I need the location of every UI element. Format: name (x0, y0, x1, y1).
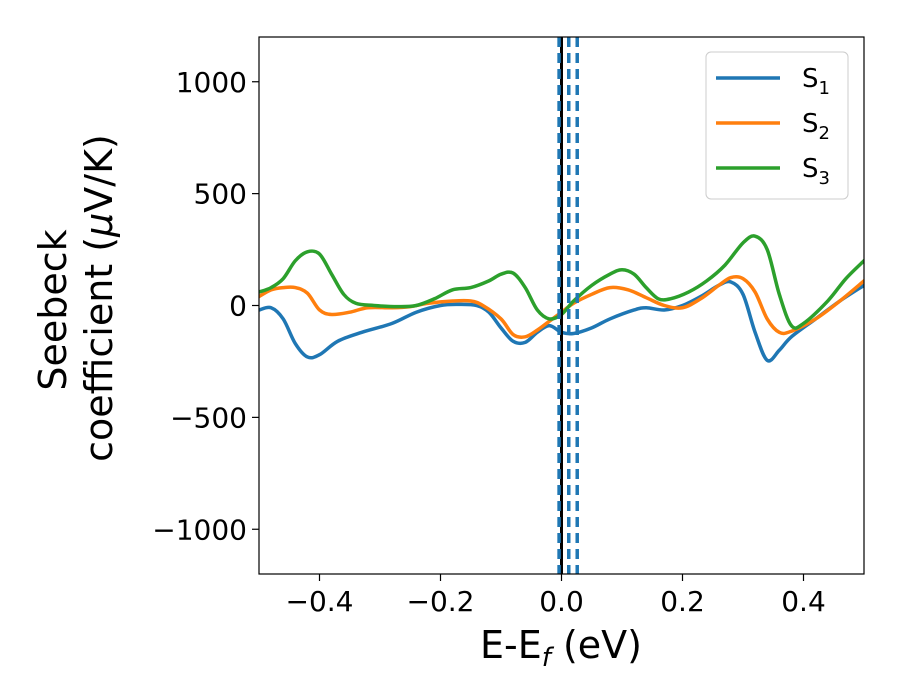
plot-lines (259, 234, 864, 363)
legend-label-s2: S2 (802, 109, 830, 144)
vertical-reference-lines (557, 37, 579, 574)
x-tick-label: 0.0 (539, 585, 584, 618)
y-tick-label: −1000 (152, 513, 247, 546)
y-tick-label: 1000 (176, 66, 247, 99)
legend-label-s1: S1 (802, 64, 830, 99)
series-line-s2 (259, 275, 864, 339)
x-axis-title: E-Ef (eV) (480, 623, 642, 673)
legend: S1 S2 S3 (705, 51, 849, 200)
x-tick-label: 0.4 (781, 585, 826, 618)
y-axis-ticks: 1000 500 0 −500 −1000 (152, 66, 259, 546)
y-tick-label: 500 (194, 178, 247, 211)
y-axis-title: Seebeck coefficient (μV/K) (31, 134, 121, 462)
series-line-s1 (259, 279, 864, 363)
y-axis-title-line1: Seebeck (31, 229, 75, 390)
x-axis-ticks: −0.4 −0.2 0.0 0.2 0.4 (286, 574, 826, 618)
legend-box (705, 51, 849, 200)
series-line-s3 (259, 234, 864, 330)
x-tick-label: −0.2 (407, 585, 475, 618)
legend-label-s3: S3 (802, 154, 830, 189)
x-tick-label: 0.2 (660, 585, 705, 618)
x-tick-label: −0.4 (286, 585, 354, 618)
y-tick-label: 0 (229, 290, 247, 323)
y-axis-title-line2: coefficient (μV/K) (77, 134, 121, 462)
y-tick-label: −500 (170, 401, 247, 434)
